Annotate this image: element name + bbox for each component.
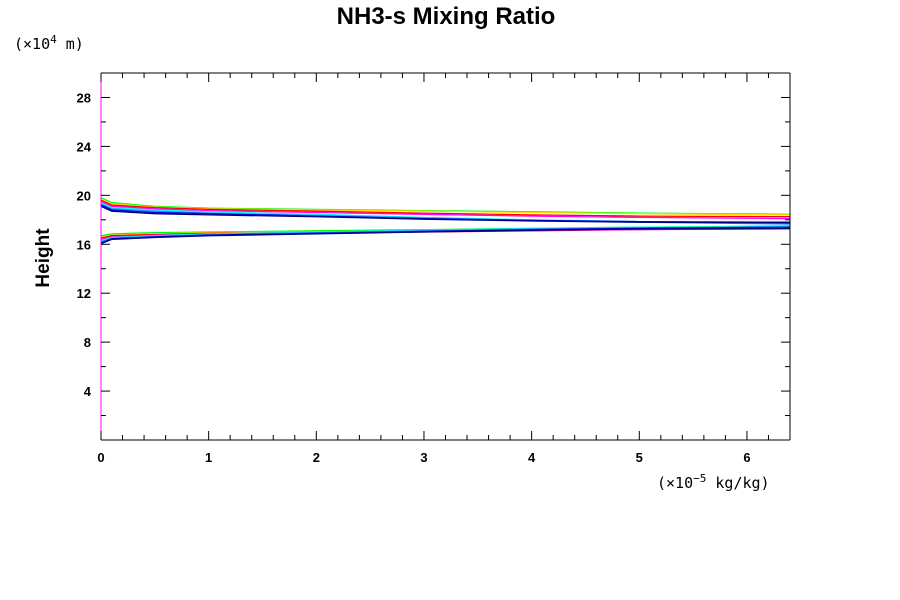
chart-title: NH3-s Mixing Ratio xyxy=(337,3,556,30)
series-line-16 xyxy=(100,227,791,245)
y-tick-label: 12 xyxy=(77,286,91,301)
x-tick-label: 0 xyxy=(97,450,104,465)
x-tick-label: 6 xyxy=(743,450,750,465)
series-line-2 xyxy=(100,198,791,216)
series-line-3 xyxy=(100,199,791,218)
y-unit-label: (×104 m) xyxy=(14,33,84,53)
series-layer xyxy=(100,197,791,245)
x-unit-suffix: kg/kg) xyxy=(706,474,769,492)
y-axis-label: Height xyxy=(33,228,54,288)
x-tick-label: 1 xyxy=(205,450,212,465)
y-tick-label: 4 xyxy=(84,384,92,399)
y-unit-suffix: m) xyxy=(57,35,84,53)
y-tick-label: 8 xyxy=(84,335,91,350)
x-tick-label: 3 xyxy=(420,450,427,465)
y-unit-exponent: 4 xyxy=(50,33,57,46)
y-tick-label: 16 xyxy=(77,237,91,252)
series-line-8 xyxy=(100,205,791,224)
x-unit-label: (×10−5 kg/kg) xyxy=(657,472,770,492)
y-tick-label: 24 xyxy=(77,139,92,154)
y-unit-prefix: (×10 xyxy=(14,35,50,53)
x-tick-label: 4 xyxy=(528,450,536,465)
x-unit-prefix: (×10 xyxy=(657,474,693,492)
x-unit-exponent: −5 xyxy=(693,472,706,485)
series-line-4 xyxy=(100,200,791,220)
x-tick-label: 5 xyxy=(636,450,643,465)
y-tick-label: 28 xyxy=(77,90,91,105)
x-tick-label: 2 xyxy=(313,450,320,465)
y-tick-label: 20 xyxy=(77,188,91,203)
